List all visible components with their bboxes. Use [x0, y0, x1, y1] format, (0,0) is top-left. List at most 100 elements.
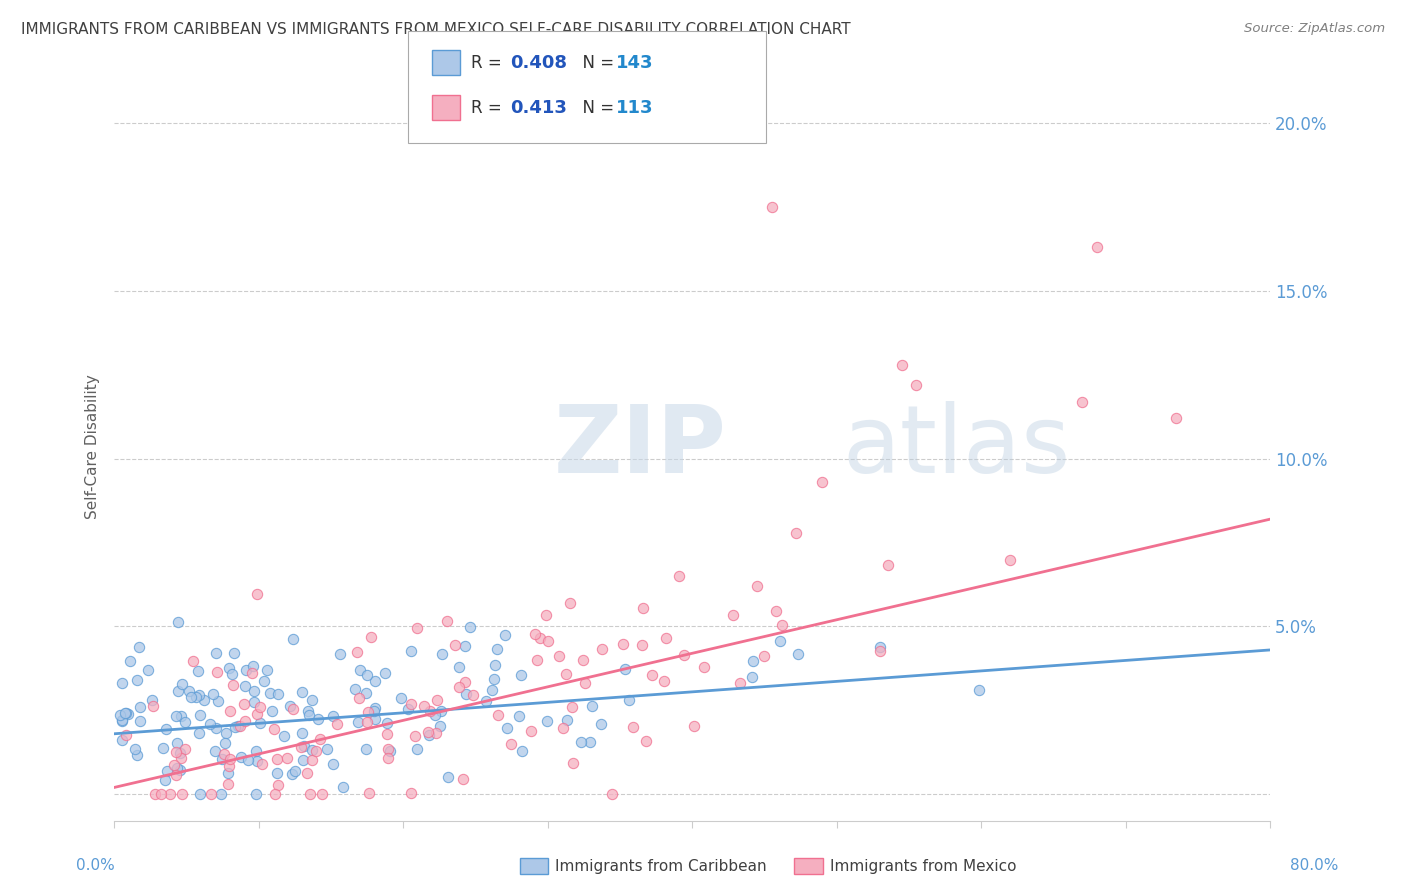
Point — [322, 709, 344, 723]
Point — [668, 569, 690, 583]
Point — [548, 649, 571, 664]
Point — [399, 643, 422, 657]
Text: 113: 113 — [616, 99, 654, 117]
Point — [217, 777, 239, 791]
Point — [114, 728, 136, 742]
Point — [769, 633, 792, 648]
Point — [326, 716, 349, 731]
Point — [332, 780, 354, 795]
Point — [187, 664, 209, 678]
Point — [188, 726, 211, 740]
Point — [510, 668, 533, 682]
Point — [536, 714, 558, 728]
Point — [228, 719, 250, 733]
Point — [245, 787, 267, 801]
Point — [747, 579, 769, 593]
Point — [454, 640, 477, 654]
Point — [127, 748, 149, 763]
Point — [429, 704, 451, 718]
Point — [218, 752, 240, 766]
Point — [742, 655, 765, 669]
Point — [205, 665, 228, 679]
Point — [273, 729, 295, 743]
Point — [508, 708, 530, 723]
Point — [494, 628, 516, 642]
Point — [311, 787, 333, 801]
Point — [211, 752, 233, 766]
Point — [614, 662, 637, 676]
Point — [998, 552, 1021, 566]
Point — [486, 641, 509, 656]
Point — [246, 587, 269, 601]
Point — [124, 741, 146, 756]
Point — [869, 644, 891, 658]
Point — [184, 690, 207, 705]
Point — [419, 704, 441, 718]
Point — [447, 680, 470, 694]
Point — [405, 741, 427, 756]
Point — [169, 746, 191, 760]
Text: R =: R = — [471, 54, 508, 71]
Text: 80.0%: 80.0% — [1291, 858, 1339, 872]
Point — [569, 735, 592, 749]
Text: Immigrants from Caribbean: Immigrants from Caribbean — [555, 859, 768, 873]
Point — [347, 691, 370, 706]
Point — [155, 722, 177, 736]
Point — [267, 778, 290, 792]
Point — [454, 674, 477, 689]
Point — [357, 786, 380, 800]
Point — [188, 787, 211, 801]
Point — [811, 475, 834, 490]
Point — [291, 685, 314, 699]
Point — [111, 714, 134, 728]
Point — [458, 620, 481, 634]
Point — [683, 719, 706, 733]
Point — [283, 702, 305, 716]
Point — [172, 787, 194, 801]
Point — [499, 737, 522, 751]
Text: IMMIGRANTS FROM CARIBBEAN VS IMMIGRANTS FROM MEXICO SELF-CARE DISABILITY CORRELA: IMMIGRANTS FROM CARIBBEAN VS IMMIGRANTS … — [21, 22, 851, 37]
Point — [423, 707, 446, 722]
Point — [418, 728, 440, 742]
Point — [364, 673, 387, 688]
Point — [236, 753, 259, 767]
Point — [375, 727, 398, 741]
Text: atlas: atlas — [842, 401, 1071, 493]
Point — [228, 719, 250, 733]
Point — [115, 706, 138, 720]
Point — [166, 736, 188, 750]
Point — [378, 744, 401, 758]
Point — [166, 683, 188, 698]
Point — [212, 747, 235, 761]
Point — [322, 757, 344, 772]
Point — [229, 749, 252, 764]
Point — [298, 787, 321, 801]
Point — [436, 615, 458, 629]
Point — [165, 708, 187, 723]
Point — [364, 700, 387, 714]
Point — [1166, 411, 1188, 425]
Point — [233, 679, 256, 693]
Point — [375, 715, 398, 730]
Point — [641, 667, 664, 681]
Point — [581, 698, 603, 713]
Text: Immigrants from Mexico: Immigrants from Mexico — [830, 859, 1017, 873]
Text: 143: 143 — [616, 54, 654, 71]
Point — [524, 626, 547, 640]
Point — [461, 688, 484, 702]
Point — [111, 676, 134, 690]
Point — [290, 739, 312, 754]
Text: R =: R = — [471, 99, 508, 117]
Point — [295, 765, 318, 780]
Point — [297, 704, 319, 718]
Point — [219, 704, 242, 718]
Point — [399, 786, 422, 800]
Point — [347, 715, 370, 730]
Point — [235, 714, 257, 728]
Point — [621, 720, 644, 734]
Point — [418, 725, 440, 739]
Point — [249, 716, 271, 731]
Point — [125, 673, 148, 688]
Point — [374, 666, 396, 681]
Point — [218, 759, 240, 773]
